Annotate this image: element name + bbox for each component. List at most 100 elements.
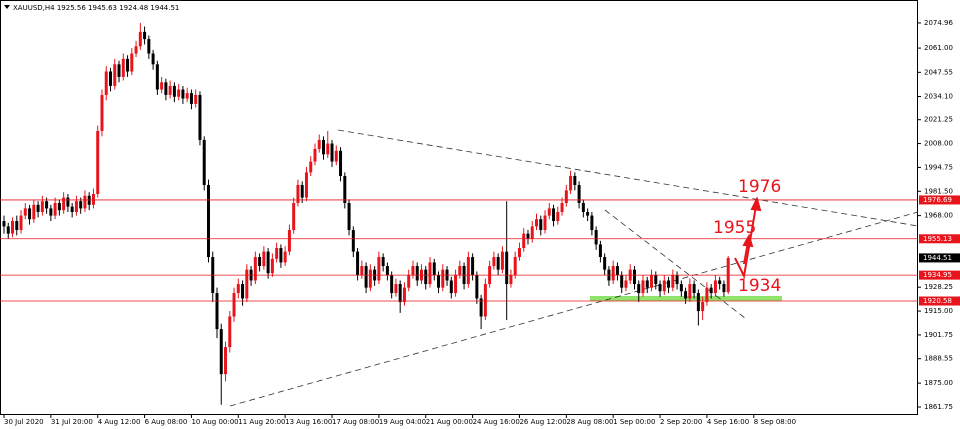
candle-body [564,190,568,203]
y-tick-label: 1875.00 [924,379,953,387]
candle-body [155,64,159,90]
candle-body [32,204,36,220]
candle-body [334,150,338,162]
candle-body [449,280,453,294]
candle-body [57,202,61,211]
candle-body [428,262,432,285]
candle-body [385,266,389,276]
candle-body [168,85,172,95]
candle-body [28,208,32,220]
candle-body [424,269,428,285]
candle-body [458,266,462,276]
x-tick-label: 31 Jul 20:00 [51,418,93,426]
candle-body [402,287,406,303]
candle-body [275,248,279,259]
candle-body [185,93,189,99]
y-tick-label: 2061.00 [924,44,953,52]
symbol: XAUUSD,H4 [13,4,55,12]
candle-body [722,284,726,293]
candle-body [138,31,142,47]
y-tick-label: 1901.75 [924,331,953,339]
level-label: 1920.58 [923,297,952,305]
x-tick-label: 2 Sep 20:00 [660,418,702,426]
y-tick-label: 2021.25 [924,116,953,124]
candle-body [577,184,581,203]
candle-body [483,284,487,317]
candle-body [40,201,44,213]
candle-body [317,139,321,149]
x-tick-label: 1 Sep 00:00 [613,418,655,426]
candle-body [496,257,500,270]
candle-body [172,85,176,97]
candle-body [713,280,717,294]
current-price-label: 1944.51 [923,254,952,262]
candle-body [126,58,130,72]
candle-body [134,46,138,54]
level-label: 1955.13 [923,235,952,243]
arrow-path [734,205,757,280]
candle-body [356,251,360,276]
candle-body [526,233,530,240]
candle-body [62,197,66,211]
candle-body [91,193,95,205]
candle-body [509,275,513,285]
candle-body [390,275,394,294]
candle-body [667,280,671,288]
x-tick-label: 30 Jul 2020 [4,418,44,426]
candle-body [11,221,15,234]
candle-body [300,184,304,198]
y-tick-label: 1861.75 [924,403,953,411]
candle-body [147,39,151,54]
candle-body [556,212,560,222]
candle-body [654,275,658,285]
x-tick-label: 8 Sep 08:00 [754,418,796,426]
candle-body [377,257,381,281]
candle-body [296,184,300,203]
candle-body [279,248,283,263]
axis-panel [918,0,960,415]
candle-body [437,275,441,288]
candle-body [36,204,40,213]
candle-body [688,284,692,299]
x-tick-label: 28 Aug 08:00 [566,418,613,426]
candle-body [560,202,564,213]
candle-body [215,293,219,330]
y-tick-label: 2074.96 [924,19,953,27]
level-label-box [919,270,960,280]
candle-body [96,130,100,194]
candle-body [701,302,705,312]
candle-body [304,172,308,198]
candle-body [45,201,49,209]
candle-body [454,275,458,294]
candle-body [206,184,210,258]
candle-body [19,215,23,231]
candle-body [475,275,479,299]
candle-body [151,53,155,65]
candle-body [535,219,538,227]
candle-body [322,139,325,155]
candle-body [603,257,607,270]
level-label: 1976.69 [923,196,952,204]
candle-body [330,143,334,162]
candle-body [466,257,470,285]
candle-body [368,269,372,288]
candle-body [53,202,57,216]
candle-body [121,58,125,77]
candle-body [143,31,147,40]
candle-body [258,257,262,267]
candle-body [718,280,722,285]
candle-body [696,293,700,312]
candle-body [49,208,53,216]
candle-body [632,269,636,285]
candle-body [160,82,164,90]
candle-body [177,89,181,97]
candle-body [270,258,274,274]
candle-body [70,206,74,213]
candle-body [581,202,585,213]
candle-body [83,195,87,209]
lower-trendline [229,211,919,407]
candle-body [228,316,232,348]
candle-body [492,257,496,267]
